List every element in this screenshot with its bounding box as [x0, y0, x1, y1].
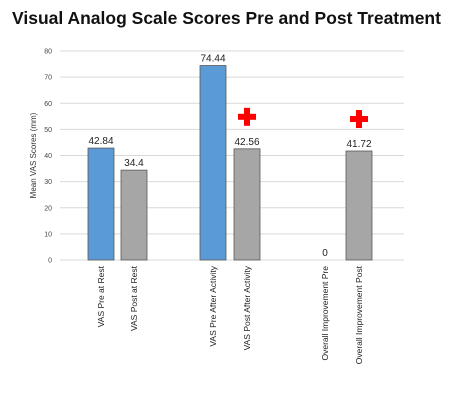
category-label: VAS Pre at Rest [96, 265, 106, 327]
y-tick-label: 0 [48, 258, 52, 265]
red-cross-icon [238, 107, 256, 126]
y-tick-label: 80 [44, 49, 52, 56]
y-tick-label: 10 [44, 231, 52, 238]
y-axis-label: Mean VAS Scores (mm) [29, 112, 38, 198]
data-label: 41.72 [346, 139, 371, 150]
bar [233, 148, 261, 261]
category-label: Overall Improvement Pre [320, 266, 330, 361]
data-label: 42.84 [88, 136, 113, 147]
y-tick-label: 60 [44, 101, 52, 108]
y-tick-label: 30 [44, 179, 52, 186]
y-tick-label: 40 [44, 153, 52, 160]
category-label: VAS Post After Activity [242, 265, 252, 350]
y-tick-label: 50 [44, 127, 52, 134]
y-tick-label: 20 [44, 205, 52, 212]
chart-title: Visual Analog Scale Scores Pre and Post … [12, 8, 441, 28]
category-label: VAS Post at Rest [129, 265, 139, 331]
data-label: 42.56 [234, 137, 259, 148]
y-tick-label: 70 [44, 75, 52, 82]
bar [87, 147, 115, 261]
data-label: 34.4 [124, 158, 144, 169]
data-label: 0 [322, 248, 328, 259]
bar [199, 65, 227, 261]
bar [345, 150, 373, 261]
category-label: VAS Pre After Activity [208, 265, 218, 346]
bar [120, 169, 148, 261]
category-label: Overall Improvement Post [354, 265, 364, 364]
red-cross-icon [350, 110, 368, 129]
data-label: 74.44 [200, 54, 225, 65]
